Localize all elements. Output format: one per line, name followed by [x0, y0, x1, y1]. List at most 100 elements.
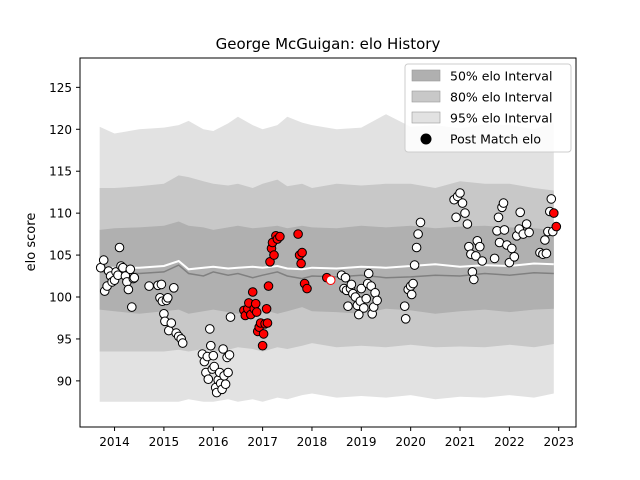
- post-match-point-91: [325, 275, 336, 286]
- legend-swatch-0: [411, 69, 441, 82]
- post-match-point-148: [507, 243, 517, 254]
- post-match-point-165: [551, 221, 562, 232]
- post-match-points: [95, 188, 562, 398]
- legend-swatch-3: [420, 133, 432, 145]
- post-match-point-152: [515, 207, 526, 218]
- x-tick-label-2023: 2023: [543, 435, 574, 449]
- y-tick-label-100: 100: [49, 291, 72, 305]
- post-match-point-120: [409, 260, 420, 270]
- post-match-point-57: [224, 350, 235, 360]
- post-match-point-74: [261, 304, 272, 314]
- axes-frame: [79, 57, 577, 428]
- x-tick-label-2016: 2016: [198, 435, 229, 449]
- x-tick-label-2017: 2017: [247, 435, 278, 449]
- post-match-point-113: [372, 295, 382, 306]
- y-tick-label-105: 105: [49, 249, 72, 263]
- post-match-point-72: [258, 329, 269, 339]
- mean-line: [99, 259, 554, 271]
- y-tick-label-95: 95: [57, 332, 72, 346]
- post-match-point-64: [247, 287, 258, 297]
- post-match-point-141: [493, 212, 504, 223]
- post-match-point-1: [98, 255, 109, 265]
- post-match-point-102: [354, 309, 364, 320]
- post-match-point-159: [541, 248, 552, 259]
- legend-label-0: 50% elo Interval: [450, 69, 552, 84]
- post-match-point-125: [451, 212, 461, 223]
- post-match-point-76: [263, 281, 274, 291]
- post-match-point-105: [359, 303, 369, 313]
- post-match-point-71: [257, 340, 268, 351]
- post-match-point-87: [297, 247, 307, 258]
- post-match-point-84: [293, 229, 303, 239]
- post-match-point-94: [340, 272, 351, 283]
- y-tick-label-125: 125: [49, 81, 72, 95]
- post-match-point-23: [156, 279, 167, 290]
- post-match-point-89: [302, 283, 312, 294]
- post-match-point-54: [220, 379, 231, 390]
- post-match-point-20: [144, 281, 154, 291]
- post-match-point-158: [540, 235, 550, 245]
- post-match-point-52: [218, 344, 228, 354]
- y-axis-label: elo score: [24, 213, 39, 272]
- post-match-point-123: [415, 217, 426, 228]
- legend-box: [404, 63, 572, 153]
- legend-label-1: 80% elo Interval: [450, 90, 552, 105]
- post-match-point-137: [475, 241, 485, 252]
- post-match-point-121: [411, 242, 422, 253]
- post-match-point-83: [275, 231, 285, 242]
- x-tick-label-2015: 2015: [149, 435, 180, 449]
- legend-label-3: Post Match elo: [450, 132, 541, 147]
- y-tick-label-110: 110: [49, 207, 72, 221]
- post-match-point-67: [251, 307, 262, 317]
- post-match-point-128: [457, 198, 468, 208]
- post-match-point-56: [223, 367, 233, 378]
- post-match-point-41: [205, 324, 215, 334]
- post-match-point-108: [363, 268, 374, 279]
- post-match-point-130: [462, 219, 473, 229]
- plot-area: [95, 114, 562, 402]
- x-tick-label-2019: 2019: [346, 435, 377, 449]
- legend-swatch-2: [411, 111, 441, 124]
- y-axis-ticks: 90 95 100 105 110 115 120 125: [49, 81, 80, 388]
- post-match-point-134: [469, 274, 479, 285]
- post-match-point-45: [209, 361, 219, 372]
- post-match-point-98: [346, 279, 357, 290]
- legend-swatch-1: [411, 90, 441, 103]
- post-match-point-114: [399, 301, 410, 312]
- post-match-point-144: [498, 198, 509, 208]
- post-match-point-145: [499, 225, 510, 235]
- legend-label-2: 95% elo Interval: [450, 111, 552, 126]
- x-tick-label-2020: 2020: [395, 435, 426, 449]
- chart-title: George McGuigan: elo History: [216, 35, 441, 53]
- post-match-point-66: [250, 298, 261, 309]
- x-tick-label-2021: 2021: [445, 435, 476, 449]
- post-match-point-154: [521, 219, 532, 229]
- post-match-point-17: [127, 302, 137, 312]
- post-match-point-135: [471, 251, 481, 261]
- post-match-point-155: [524, 227, 534, 238]
- legend: 50% elo Interval 80% elo Interval 95% elo …: [404, 63, 572, 153]
- post-match-point-138: [477, 256, 488, 266]
- post-match-point-35: [177, 338, 188, 348]
- post-match-point-75: [262, 318, 273, 328]
- post-match-point-106: [361, 293, 372, 304]
- post-match-point-127: [455, 188, 465, 198]
- post-match-point-118: [406, 289, 417, 300]
- y-tick-label-90: 90: [57, 374, 72, 388]
- post-match-point-10: [114, 242, 125, 253]
- post-match-point-19: [129, 272, 140, 283]
- post-match-point-115: [400, 314, 411, 324]
- post-match-point-96: [343, 301, 353, 312]
- y-tick-label-115: 115: [49, 165, 72, 179]
- median-line: [99, 264, 554, 280]
- post-match-point-30: [166, 318, 177, 328]
- post-match-point-104: [356, 283, 367, 294]
- x-tick-label-2014: 2014: [99, 435, 130, 449]
- post-match-point-44: [208, 350, 219, 361]
- post-match-point-122: [413, 229, 423, 239]
- post-match-point-162: [546, 194, 557, 204]
- post-match-point-28: [163, 293, 173, 303]
- post-match-point-15: [123, 284, 134, 295]
- y-tick-label-120: 120: [49, 123, 72, 137]
